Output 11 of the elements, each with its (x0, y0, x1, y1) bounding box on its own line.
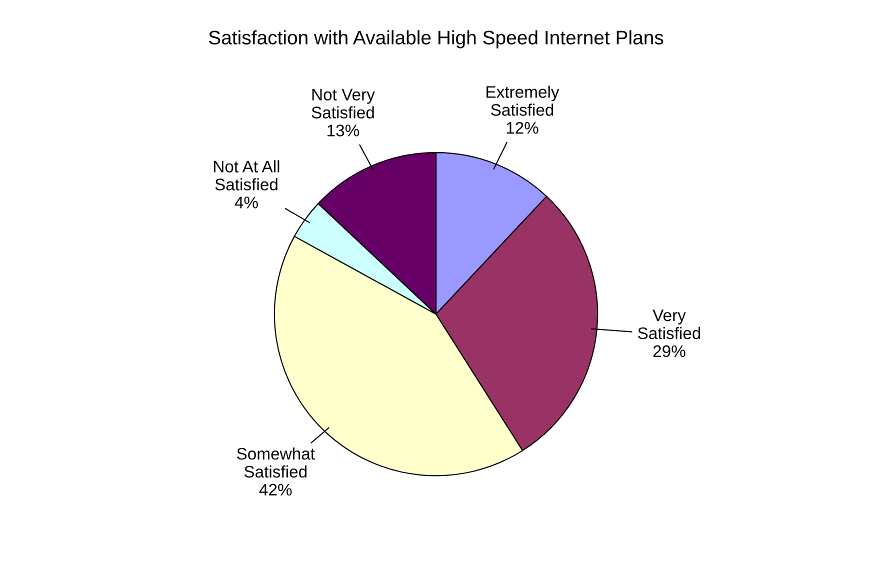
slice-label: Extremely Satisfied (486, 86, 560, 116)
slice-label: Very Satisfied (638, 310, 700, 340)
data-label: 42% (259, 484, 292, 496)
data-label: 4% (234, 196, 258, 208)
slice-label: Somewhat Satisfied (237, 447, 315, 478)
data-label: 12% (506, 122, 538, 134)
chart-title: Satisfaction with Available High Speed Internet Plans (208, 30, 664, 48)
data-label: 13% (328, 124, 360, 136)
data-label: 29% (653, 345, 686, 358)
slice-label: Not At All Satisfied (214, 160, 280, 190)
slice-label: Not Very Satisfied (312, 88, 375, 118)
